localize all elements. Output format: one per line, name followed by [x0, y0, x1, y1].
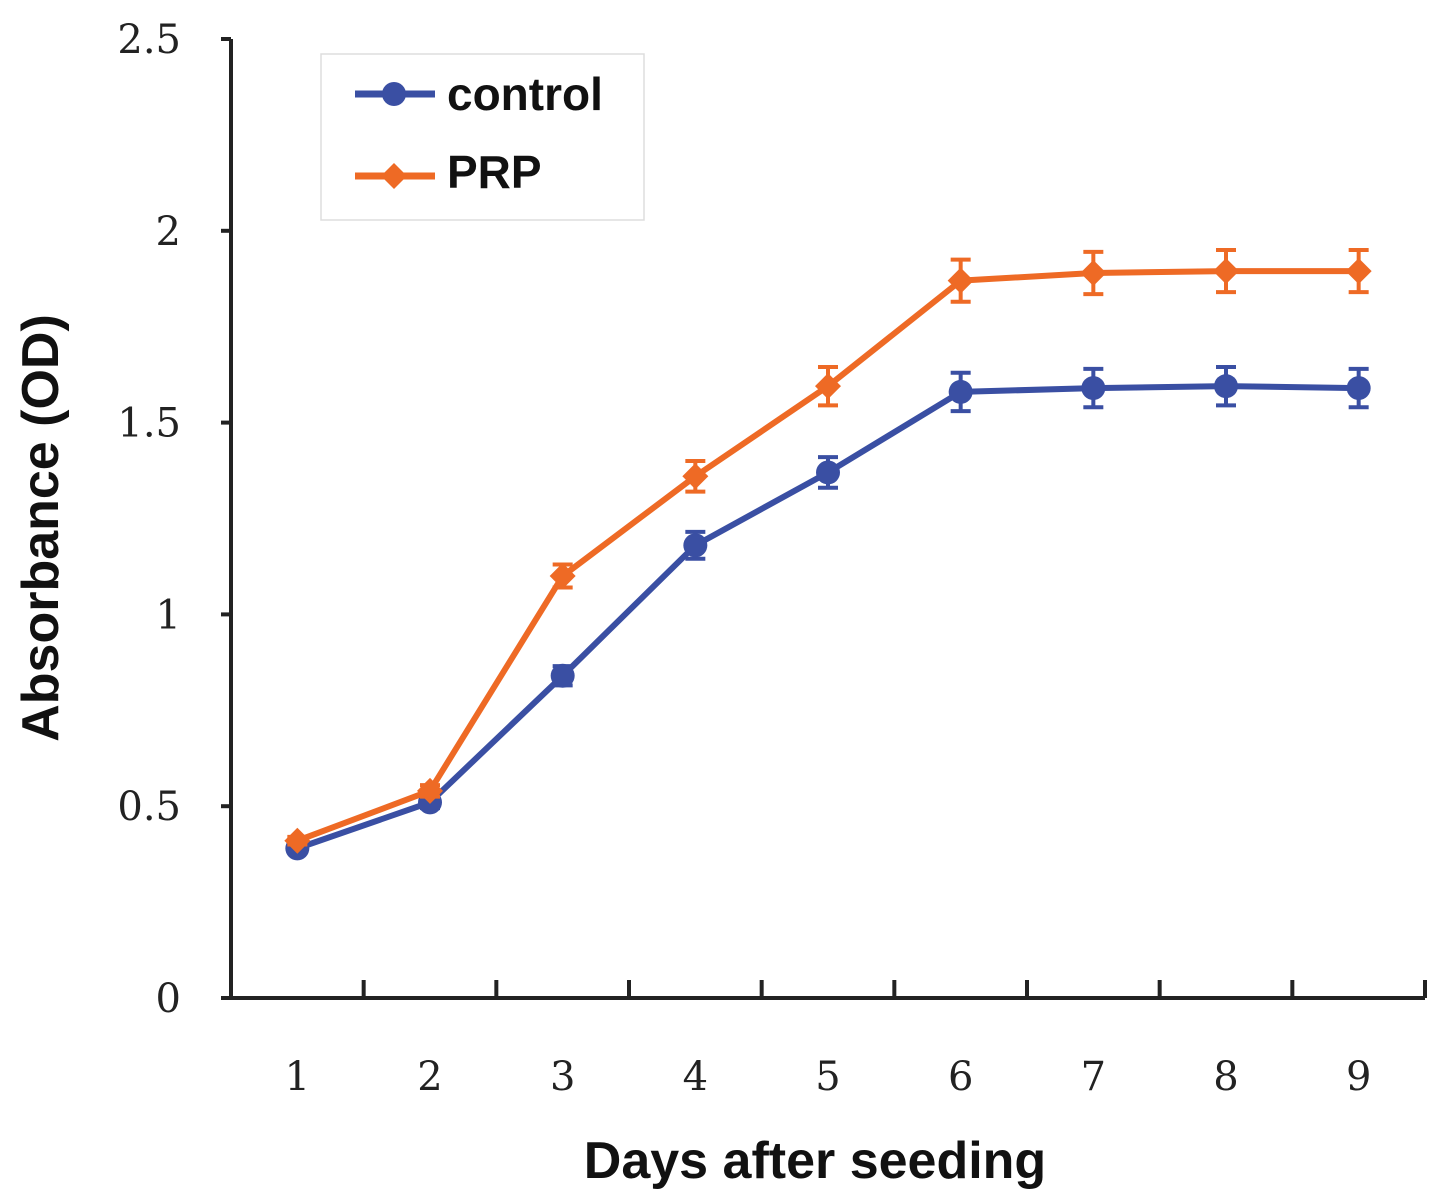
- y-axis-title: Absorbance (OD): [12, 314, 70, 742]
- data-point: [550, 663, 575, 688]
- legend-control-marker: [382, 82, 406, 106]
- y-tick-label: 2: [156, 209, 181, 255]
- series-line: [296, 268, 1359, 844]
- data-point: [1345, 258, 1372, 285]
- x-tick-label: 2: [417, 1054, 442, 1100]
- axes: 0 0.5 1 1.5 2 2.5 1 2 3 4 5 6 7 8 9: [117, 17, 1427, 1100]
- data-point: [1081, 376, 1106, 401]
- data-point: [417, 777, 443, 804]
- y-tick-label: 1: [156, 592, 181, 638]
- series-prp: [284, 247, 1372, 854]
- x-tick-label: 5: [815, 1054, 840, 1100]
- legend-box: [320, 53, 645, 221]
- data-point: [1080, 259, 1107, 286]
- data-point: [549, 563, 576, 590]
- data-point: [816, 460, 840, 485]
- x-tick-label: 9: [1346, 1054, 1371, 1100]
- data-point: [1346, 376, 1371, 401]
- x-tick-label: 7: [1081, 1054, 1106, 1100]
- x-tick-label: 4: [683, 1054, 708, 1100]
- y-tick-label: 0: [156, 976, 181, 1022]
- series-control: [285, 364, 1371, 861]
- data-point: [948, 379, 973, 404]
- x-tick-label: 8: [1213, 1054, 1238, 1100]
- data-point: [284, 827, 311, 854]
- data-point: [683, 533, 708, 558]
- x-tick-label: 1: [285, 1054, 310, 1100]
- series-layer: [284, 247, 1372, 861]
- data-point: [1214, 374, 1238, 399]
- x-axis-title: Days after seeding: [584, 1132, 1046, 1190]
- data-point: [815, 373, 841, 400]
- legend-label-prp: PRP: [447, 146, 542, 198]
- data-point: [682, 463, 709, 490]
- legend: control PRP: [320, 53, 645, 221]
- legend-label-control: control: [447, 68, 603, 120]
- y-tick-label: 1.5: [117, 401, 181, 447]
- y-tick-label: 2.5: [117, 17, 181, 63]
- x-tick-label: 3: [550, 1054, 575, 1100]
- y-tick-label: 0.5: [117, 784, 181, 830]
- x-tick-label: 6: [948, 1054, 973, 1100]
- data-point: [947, 267, 974, 294]
- data-point: [1213, 258, 1239, 285]
- legend-prp-marker: [381, 163, 407, 189]
